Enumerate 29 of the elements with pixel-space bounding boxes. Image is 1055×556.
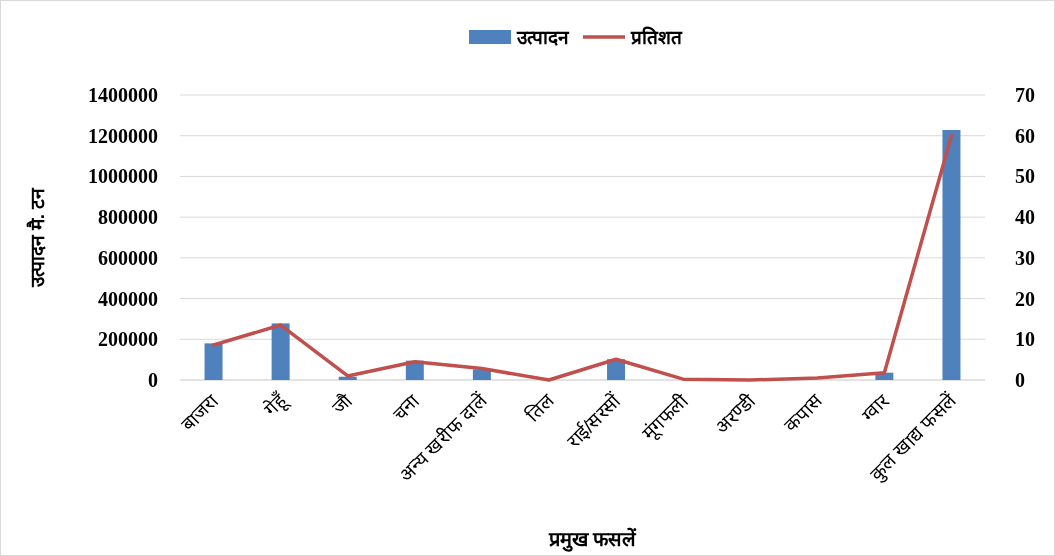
y-tick-label: 1400000: [88, 84, 158, 106]
x-tick-label: चना: [388, 389, 425, 425]
y-tick-label: 800000: [98, 206, 158, 229]
line-series: [211, 133, 954, 382]
bar: [942, 130, 961, 380]
y2-tick-label: 40: [1015, 206, 1035, 229]
x-axis-title: प्रमुख फसलें: [547, 527, 638, 552]
x-tick-label: तिल: [521, 388, 559, 426]
x-tick-label: गेहूँ: [259, 388, 293, 422]
x-tick-label: ग्वार: [857, 389, 894, 426]
bar: [204, 343, 223, 380]
y2-tick-label: 70: [1015, 84, 1035, 106]
y2-tick-label: 50: [1015, 165, 1035, 188]
y-axis-title: उत्पादन मै. टन: [26, 186, 48, 289]
y-tick-label: 400000: [98, 287, 158, 310]
y-tick-label: 1200000: [88, 124, 158, 147]
x-tick-label: जौ: [327, 388, 358, 419]
y-tick-label: 600000: [98, 246, 158, 269]
bar: [271, 323, 290, 380]
legend-label: उत्पादन: [516, 27, 570, 48]
y2-tick-label: 10: [1015, 328, 1035, 351]
y-tick-label: 0: [148, 369, 158, 391]
y2-tick-label: 30: [1015, 246, 1035, 269]
y2-tick-label: 60: [1015, 124, 1035, 147]
y-tick-label: 1000000: [88, 165, 158, 188]
y-tick-label: 200000: [98, 328, 158, 351]
legend-label: प्रतिशत: [630, 26, 683, 48]
y2-tick-label: 20: [1015, 287, 1035, 310]
y2-tick-label: 0: [1015, 369, 1025, 391]
